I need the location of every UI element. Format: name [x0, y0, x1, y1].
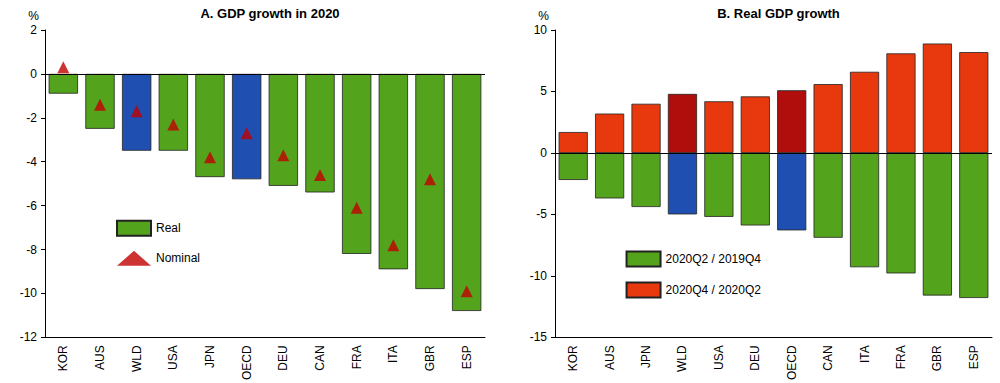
svg-text:FRA: FRA	[350, 345, 364, 369]
svg-text:JPN: JPN	[639, 345, 653, 368]
svg-text:GBR: GBR	[930, 345, 944, 371]
svg-text:FRA: FRA	[894, 345, 908, 369]
svg-text:-12: -12	[20, 330, 38, 344]
svg-text:2020Q4 / 2020Q2: 2020Q4 / 2020Q2	[666, 283, 762, 297]
svg-text:WLD: WLD	[675, 345, 689, 372]
svg-text:ITA: ITA	[386, 345, 400, 363]
svg-text:DEU: DEU	[276, 345, 290, 370]
svg-text:AUS: AUS	[603, 345, 617, 370]
svg-text:CAN: CAN	[821, 345, 835, 370]
svg-text:KOR: KOR	[56, 345, 70, 371]
svg-text:ESP: ESP	[967, 345, 981, 369]
svg-text:-6: -6	[26, 199, 37, 213]
svg-text:WLD: WLD	[130, 345, 144, 372]
svg-text:Real: Real	[156, 221, 181, 235]
svg-text:-5: -5	[536, 207, 547, 221]
svg-text:-2: -2	[26, 111, 37, 125]
svg-text:ESP: ESP	[460, 345, 474, 369]
svg-text:OECD: OECD	[240, 345, 254, 380]
svg-text:JPN: JPN	[203, 345, 217, 368]
svg-text:OECD: OECD	[785, 345, 799, 380]
svg-text:2: 2	[30, 23, 37, 37]
svg-text:10: 10	[534, 23, 548, 37]
svg-text:B. Real GDP growth: B. Real GDP growth	[717, 6, 840, 21]
svg-text:5: 5	[540, 84, 547, 98]
svg-text:DEU: DEU	[748, 345, 762, 370]
svg-text:0: 0	[30, 67, 37, 81]
svg-text:USA: USA	[712, 345, 726, 370]
svg-text:CAN: CAN	[313, 345, 327, 370]
svg-text:-15: -15	[530, 330, 548, 344]
svg-text:0: 0	[540, 146, 547, 160]
svg-text:GBR: GBR	[423, 345, 437, 371]
svg-text:-8: -8	[26, 243, 37, 257]
svg-text:-4: -4	[26, 155, 37, 169]
svg-text:Nominal: Nominal	[156, 251, 200, 265]
svg-text:-10: -10	[20, 286, 38, 300]
svg-text:ITA: ITA	[858, 345, 872, 363]
svg-text:A. GDP growth in 2020: A. GDP growth in 2020	[200, 6, 339, 21]
svg-text:AUS: AUS	[93, 345, 107, 370]
svg-text:%: %	[28, 9, 39, 23]
svg-text:2020Q2 / 2019Q4: 2020Q2 / 2019Q4	[666, 252, 762, 266]
svg-text:-10: -10	[530, 269, 548, 283]
svg-text:USA: USA	[166, 345, 180, 370]
svg-text:%: %	[538, 9, 549, 23]
svg-text:KOR: KOR	[566, 345, 580, 371]
